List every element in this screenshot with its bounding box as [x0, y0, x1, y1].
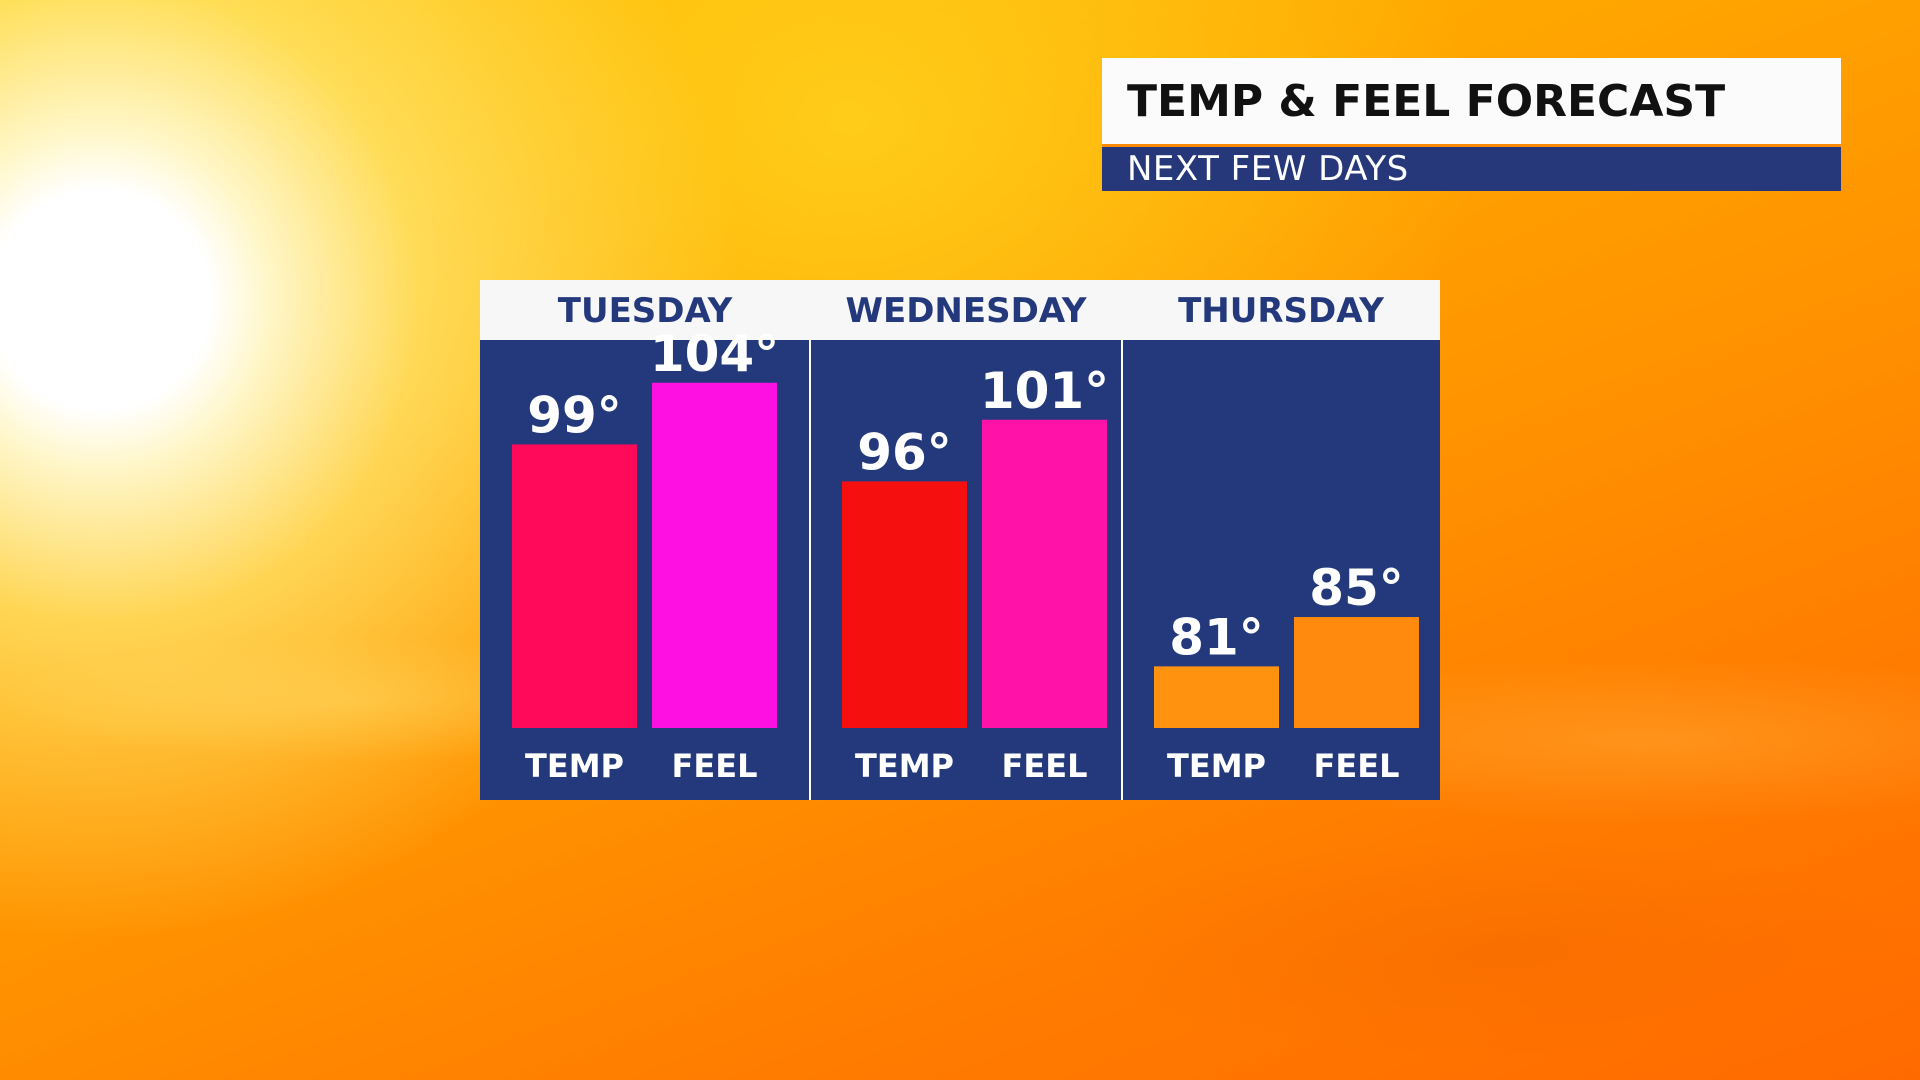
bar-temp-wednesday [842, 481, 967, 728]
bar-label-temp-thursday: TEMP [1167, 747, 1266, 785]
bar-feel-wednesday [982, 419, 1107, 728]
bar-feel-tuesday [652, 382, 777, 728]
day-label-thursday: THURSDAY [1178, 291, 1384, 331]
bar-label-feel-thursday: FEEL [1314, 747, 1400, 785]
day-group-thursday: THURSDAY 81° TEMP 85° FEEL [1121, 291, 1419, 800]
day-label-tuesday: TUESDAY [558, 291, 733, 331]
bar-label-feel-tuesday: FEEL [672, 747, 758, 785]
day-group-tuesday: TUESDAY 99° TEMP 104° FEEL [512, 291, 779, 785]
bar-label-feel-wednesday: FEEL [1002, 747, 1088, 785]
value-label-temp-thursday: 81° [1169, 608, 1264, 666]
value-label-feel-tuesday: 104° [650, 325, 779, 383]
value-label-temp-wednesday: 96° [857, 423, 952, 481]
page-title: TEMP & FEEL FORECAST [1102, 58, 1841, 144]
bar-label-temp-tuesday: TEMP [525, 747, 624, 785]
value-label-feel-wednesday: 101° [980, 362, 1109, 420]
bar-feel-thursday [1294, 617, 1419, 728]
page-subtitle: NEXT FEW DAYS [1102, 147, 1841, 191]
title-box: TEMP & FEEL FORECAST NEXT FEW DAYS [1102, 58, 1841, 191]
day-group-wednesday: WEDNESDAY 96° TEMP 101° FEEL [809, 291, 1109, 800]
bar-temp-tuesday [512, 444, 637, 728]
chart-header-bar [480, 280, 1440, 340]
value-label-feel-thursday: 85° [1309, 559, 1404, 617]
bar-temp-thursday [1154, 666, 1279, 728]
bar-label-temp-wednesday: TEMP [855, 747, 954, 785]
day-label-wednesday: WEDNESDAY [845, 291, 1086, 331]
title-accent-line [1102, 144, 1841, 147]
value-label-temp-tuesday: 99° [527, 386, 622, 444]
